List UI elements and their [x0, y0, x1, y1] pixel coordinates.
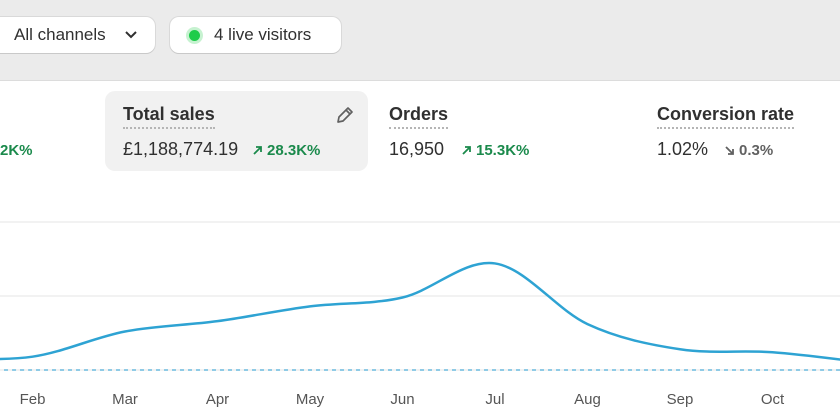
- metric-change: 15.3K%: [476, 142, 530, 159]
- x-tick-label: Aug: [574, 391, 601, 408]
- metric-card[interactable]: Conversion rate 1.02% 0.3%: [640, 91, 840, 171]
- down-arrow: [725, 146, 734, 155]
- x-tick-label: Feb: [20, 391, 46, 408]
- metric-value: 16,950: [389, 139, 445, 159]
- x-tick-label: Jun: [390, 391, 414, 408]
- toolbar: All channels 4 live visitors: [0, 0, 840, 81]
- metric-card[interactable]: Total sales £1,188,774.19 28.3K%: [105, 91, 368, 171]
- live-dot: [189, 30, 200, 41]
- edit-icon[interactable]: [335, 105, 355, 125]
- x-tick-label: Mar: [112, 391, 138, 408]
- channel-filter-label: All channels: [14, 25, 106, 44]
- live-visitors-label: 4 live visitors: [214, 25, 312, 44]
- channel-filter[interactable]: All channels: [0, 17, 155, 53]
- metric-card[interactable]: 2K%: [0, 91, 50, 171]
- x-tick-label: Apr: [206, 391, 229, 408]
- metric-label: Conversion rate: [657, 104, 795, 129]
- chevron-icon: [125, 31, 137, 39]
- up-arrow: [253, 146, 262, 155]
- x-tick-label: Sep: [667, 391, 694, 408]
- x-tick-label: May: [296, 391, 325, 408]
- metric-card[interactable]: Orders 16,950 15.3K%: [372, 91, 632, 171]
- line-series: [0, 261, 840, 361]
- metric-label: Orders: [389, 104, 449, 129]
- live-visitors[interactable]: 4 live visitors: [170, 17, 341, 53]
- metric-value: £1,188,774.19: [123, 139, 239, 159]
- metric-label: Total sales: [123, 104, 215, 129]
- x-tick-label: Jul: [485, 391, 504, 408]
- chart: Feb Mar Apr May Jun Jul Aug Sep Oct: [0, 221, 840, 408]
- metric-value: 1.02%: [657, 139, 709, 159]
- up-arrow: [462, 146, 471, 155]
- metric-change: 0.3%: [739, 142, 774, 159]
- metric-change: 2K%: [0, 142, 33, 159]
- metric-change: 28.3K%: [267, 142, 321, 159]
- x-tick-label: Oct: [761, 391, 785, 408]
